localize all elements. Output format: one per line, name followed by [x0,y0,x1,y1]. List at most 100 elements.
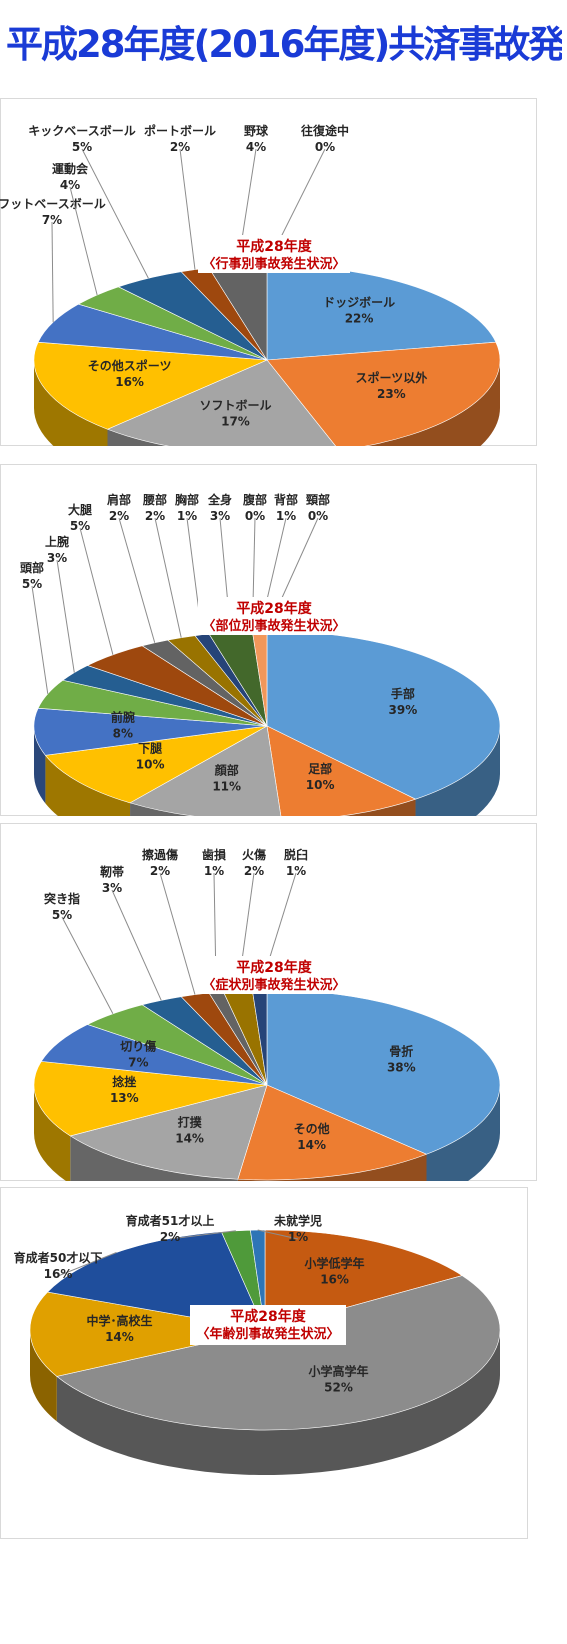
category-label-5: 頭部 [20,560,44,575]
data-label-10: 1% [177,509,197,523]
chart-title: 平成28年度 [230,1308,306,1325]
data-label-7: 2% [170,140,190,154]
data-label-7: 5% [70,519,90,533]
pie-chart-event: ドッジボール 22% スポーツ以外 23% ソフトボール 17% その他スポーツ 16% フット… [0,98,537,446]
category-label-0: 手部 [391,686,415,701]
data-label-9: 0% [315,140,335,154]
category-label-0: 小学低学年 [305,1256,365,1271]
leader-line-5 [31,585,49,694]
data-label-5: 4% [60,178,80,192]
chart-title: 平成28年度 [236,959,312,976]
category-label-7: 大腿 [68,502,93,517]
data-label-2: 14% [175,1132,204,1146]
data-label-0: 38% [387,1060,416,1074]
data-label-1: 23% [377,387,406,401]
category-label-4: 切り傷 [120,1038,156,1053]
category-label-0: 骨折 [389,1043,413,1058]
data-label-3: 16% [44,1267,73,1281]
leader-line-5 [69,186,98,296]
pie-slice-1 [237,1084,428,1181]
category-label-1: 足部 [308,761,332,776]
chart-subtitle: 〈症状別事故発生状況〉 [202,977,345,993]
data-label-9: 2% [145,509,165,523]
pie-side-2 [107,429,169,446]
category-label-6: 上腕 [45,534,69,549]
pie-slice-2 [106,359,336,446]
pie-slice-4 [33,707,268,756]
data-label-8: 1% [204,864,224,878]
leader-line-7 [179,148,196,270]
leader-line-4 [169,1230,236,1240]
data-label-2: 17% [221,414,250,428]
pie-side-3 [34,360,108,446]
pie-side-3 [34,1085,71,1181]
pie-side-3 [45,755,131,816]
pie-side-1 [56,1330,501,1475]
pie-side-4 [34,726,46,804]
data-label-2: 14% [105,1330,134,1344]
category-label-14: 頸部 [306,492,330,507]
pie-slice-2 [29,1291,266,1377]
chart-title-box [190,1305,346,1345]
data-label-2: 11% [212,780,241,794]
chart-subtitle: 〈行事別事故発生状況〉 [202,256,345,272]
data-label-5: 1% [288,1230,308,1244]
category-label-4: 育成者51才以上 [126,1213,215,1228]
category-label-8: 野球 [244,123,269,138]
category-label-11: 全身 [207,492,232,507]
data-label-4: 8% [113,727,133,741]
leader-line-9 [154,517,182,638]
data-label-8: 2% [109,509,129,523]
data-label-0: 16% [320,1273,349,1287]
category-label-3: 育成者50才以下 [14,1250,103,1265]
chart-panel-event: ドッジボール 22% スポーツ以外 23% ソフトボール 17% その他スポーツ 16% フット… [0,98,567,446]
category-label-8: 歯損 [202,847,227,862]
category-label-2: 顔部 [214,763,239,778]
data-label-6: 3% [102,881,122,895]
chart-panel-body-part: 手部 39% 足部 10% 顔部 11% 下腿 10% 前腕 8% 頭部 5% 上腕 3% 大腿 5% 肩部 2%… [0,464,567,816]
category-label-4: 前腕 [111,710,135,725]
category-label-12: 腹部 [243,492,267,507]
pie-side-0 [415,726,500,816]
category-label-5: 突き指 [44,891,80,906]
pie-slice-3 [33,341,268,430]
data-label-0: 39% [389,703,418,717]
category-label-10: 胸部 [175,492,199,507]
data-label-6: 5% [72,140,92,154]
category-label-2: ソフトボール [199,397,271,412]
category-label-3: その他スポーツ [88,358,172,373]
pie-slice-4 [40,1024,268,1086]
leader-line-5 [61,916,114,1014]
data-label-4: 7% [128,1055,148,1069]
category-label-9: 腰部 [142,492,167,507]
category-label-13: 背部 [274,492,298,507]
category-label-0: ドッジボール [323,295,395,310]
category-label-8: 肩部 [107,492,131,507]
data-label-0: 22% [345,312,374,326]
data-label-4: 2% [160,1230,180,1244]
chart-title-box [198,956,350,994]
data-label-1: 10% [306,778,335,792]
category-label-6: キックベースボール [28,123,135,138]
category-label-5: 未就学児 [273,1213,322,1228]
data-label-13: 1% [276,509,296,523]
pie-slice-2 [69,1084,268,1180]
category-label-7: 擦過傷 [142,847,178,862]
chart-title: 平成28年度 [236,238,312,255]
pie-side-2 [70,1135,238,1181]
category-label-2: 打撲 [178,1115,203,1130]
data-label-8: 4% [246,140,266,154]
page-title: 平成28年度(2016年度)共済事故発生状況 [6,23,562,66]
category-label-3: 下腿 [138,741,163,756]
chart-title-box [198,235,350,273]
chart-title-box [198,597,350,635]
chart-subtitle: 〈年齢別事故発生状況〉 [196,1326,339,1342]
data-label-3: 10% [136,758,165,772]
pie-side-2 [30,1330,57,1422]
pie-slice-0 [266,989,501,1155]
pie-side-1 [365,360,500,446]
pie-side-2 [130,802,193,816]
category-label-1: その他 [294,1121,330,1136]
pie-slice-2 [129,725,282,816]
category-label-1: 小学高学年 [308,1364,368,1379]
